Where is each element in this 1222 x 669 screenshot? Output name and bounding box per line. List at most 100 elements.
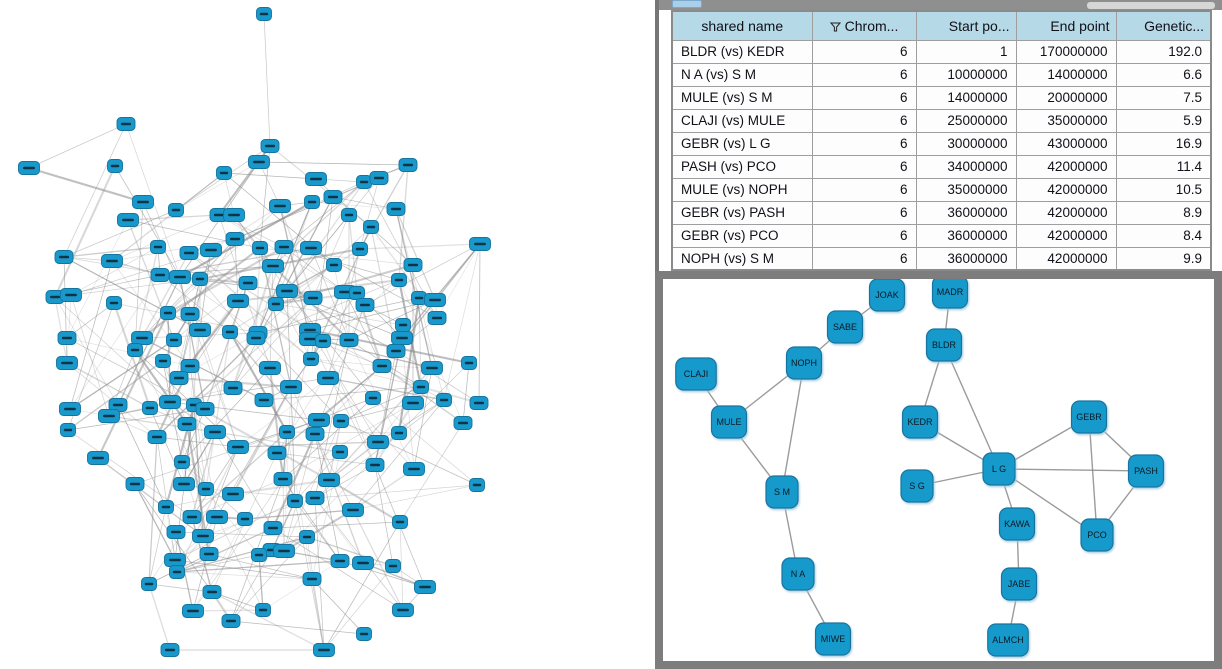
network-node[interactable] (182, 510, 202, 524)
table-cell-end[interactable]: 35000000 (1015, 108, 1117, 133)
subnetwork-node-NOPH[interactable]: NOPH (785, 346, 823, 380)
network-node[interactable] (303, 291, 323, 305)
table-cell-shared_name[interactable]: GEBR (vs) L G (671, 131, 813, 156)
network-node[interactable] (216, 166, 232, 180)
network-node[interactable] (142, 401, 158, 415)
table-cell-end[interactable]: 42000000 (1015, 177, 1117, 202)
network-node[interactable] (198, 482, 214, 496)
network-node[interactable] (56, 356, 78, 370)
network-node[interactable] (166, 525, 186, 539)
network-node[interactable] (302, 572, 322, 586)
table-cell-shared_name[interactable]: BLDR (vs) KEDR (671, 39, 813, 64)
network-node[interactable] (254, 393, 274, 407)
table-cell-start[interactable]: 10000000 (915, 62, 1017, 87)
network-node[interactable] (263, 521, 283, 535)
subnetwork-node-JABE[interactable]: JABE (1000, 567, 1038, 601)
network-node[interactable] (391, 273, 407, 287)
network-node[interactable] (252, 241, 268, 255)
column-header-start[interactable]: Start po... (915, 10, 1017, 41)
network-node[interactable] (150, 240, 166, 254)
table-cell-end[interactable]: 43000000 (1015, 131, 1117, 156)
subnetwork-canvas[interactable]: JOAK MADR SABE BLDR NOPH CLAJI GEBR MULE KEDR L G… (663, 279, 1214, 661)
network-node[interactable] (386, 202, 406, 216)
network-node[interactable] (299, 530, 315, 544)
network-node[interactable] (274, 240, 294, 254)
table-cell-genetic[interactable]: 7.5 (1115, 85, 1212, 110)
network-node[interactable] (469, 237, 491, 251)
table-cell-shared_name[interactable]: N A (vs) S M (671, 62, 813, 87)
table-row[interactable]: GEBR (vs) PASH 6 36000000 42000000 8.9 (671, 200, 1212, 225)
network-node[interactable] (260, 139, 280, 153)
network-node[interactable] (385, 559, 401, 573)
subnetwork-node-KAWA[interactable]: KAWA (998, 507, 1036, 541)
table-row[interactable]: CLAJI (vs) MULE 6 25000000 35000000 5.9 (671, 108, 1212, 133)
network-node[interactable] (391, 426, 407, 440)
network-node[interactable] (125, 477, 145, 491)
subnetwork-node-JOAK[interactable]: JOAK (868, 279, 906, 312)
network-node[interactable] (225, 232, 245, 246)
network-node[interactable] (251, 548, 267, 562)
network-node[interactable] (107, 159, 123, 173)
network-node[interactable] (332, 445, 348, 459)
table-row[interactable]: GEBR (vs) PCO 6 36000000 42000000 8.4 (671, 223, 1212, 248)
table-row[interactable]: N A (vs) S M 6 10000000 14000000 6.6 (671, 62, 1212, 87)
network-node[interactable] (273, 472, 293, 486)
network-node[interactable] (342, 503, 364, 517)
network-node[interactable] (402, 396, 424, 410)
network-node[interactable] (453, 416, 473, 430)
network-node[interactable] (192, 272, 208, 286)
table-cell-chromosome[interactable]: 6 (811, 246, 917, 271)
network-node[interactable] (174, 455, 190, 469)
network-node[interactable] (202, 585, 222, 599)
table-cell-shared_name[interactable]: MULE (vs) S M (671, 85, 813, 110)
table-cell-genetic[interactable]: 11.4 (1115, 154, 1212, 179)
network-node[interactable] (168, 203, 184, 217)
subnetwork-node-PASH[interactable]: PASH (1127, 454, 1165, 488)
network-node[interactable] (461, 356, 477, 370)
network-node[interactable] (356, 627, 372, 641)
network-node[interactable] (132, 195, 154, 209)
network-node[interactable] (315, 334, 331, 348)
network-node[interactable] (141, 577, 157, 591)
network-node[interactable] (326, 258, 342, 272)
network-node[interactable] (341, 208, 357, 222)
table-cell-chromosome[interactable]: 6 (811, 62, 917, 87)
table-cell-start[interactable]: 1 (915, 39, 1017, 64)
table-cell-start[interactable]: 34000000 (915, 154, 1017, 179)
network-node[interactable] (192, 529, 214, 543)
table-cell-start[interactable]: 36000000 (915, 223, 1017, 248)
network-node[interactable] (221, 614, 241, 628)
subnetwork-node-KEDR[interactable]: KEDR (901, 405, 939, 439)
network-node[interactable] (206, 510, 228, 524)
table-cell-genetic[interactable]: 16.9 (1115, 131, 1212, 156)
table-cell-genetic[interactable]: 8.4 (1115, 223, 1212, 248)
network-node[interactable] (166, 333, 182, 347)
table-cell-shared_name[interactable]: NOPH (vs) S M (671, 246, 813, 271)
network-node[interactable] (127, 343, 143, 357)
network-node[interactable] (317, 371, 339, 385)
network-node[interactable] (227, 294, 249, 308)
network-node[interactable] (386, 344, 406, 358)
network-node[interactable] (54, 250, 74, 264)
table-cell-start[interactable]: 14000000 (915, 85, 1017, 110)
network-node[interactable] (169, 371, 189, 385)
network-node[interactable] (255, 603, 271, 617)
subnetwork-node-S-M[interactable]: S M (765, 475, 799, 509)
table-row[interactable]: MULE (vs) NOPH 6 35000000 42000000 10.5 (671, 177, 1212, 202)
network-node[interactable] (159, 395, 181, 409)
network-node[interactable] (45, 290, 65, 304)
network-node[interactable] (106, 296, 122, 310)
network-node[interactable] (158, 500, 174, 514)
network-node[interactable] (392, 515, 408, 529)
network-node[interactable] (160, 643, 180, 657)
main-network-canvas[interactable] (0, 0, 655, 669)
table-cell-genetic[interactable]: 192.0 (1115, 39, 1212, 64)
network-node[interactable] (262, 259, 284, 273)
network-node[interactable] (169, 565, 185, 579)
table-cell-shared_name[interactable]: GEBR (vs) PCO (671, 223, 813, 248)
network-node[interactable] (18, 161, 40, 175)
table-cell-genetic[interactable]: 8.9 (1115, 200, 1212, 225)
network-node[interactable] (199, 547, 219, 561)
network-node[interactable] (147, 430, 167, 444)
table-row[interactable]: BLDR (vs) KEDR 6 1 170000000 192.0 (671, 39, 1212, 64)
